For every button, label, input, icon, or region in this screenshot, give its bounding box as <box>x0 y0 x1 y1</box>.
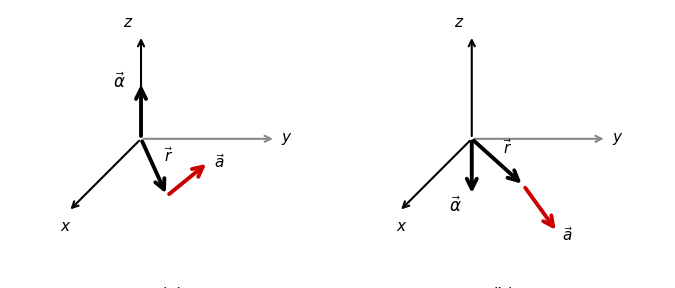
Text: $\vec{\alpha}$: $\vec{\alpha}$ <box>449 196 462 216</box>
Text: $\vec{a}$: $\vec{a}$ <box>562 226 574 244</box>
Text: (b): (b) <box>491 287 514 288</box>
Text: $z$: $z$ <box>123 15 133 30</box>
Text: (a): (a) <box>161 287 184 288</box>
Text: $\vec{r}$: $\vec{r}$ <box>164 146 173 165</box>
Text: $\vec{r}$: $\vec{r}$ <box>503 138 512 157</box>
Text: $\vec{\alpha}$: $\vec{\alpha}$ <box>113 72 126 92</box>
Text: $\vec{a}$: $\vec{a}$ <box>213 153 225 171</box>
Text: $z$: $z$ <box>454 15 464 30</box>
Text: $y$: $y$ <box>612 131 623 147</box>
Text: $y$: $y$ <box>281 131 292 147</box>
Text: $x$: $x$ <box>396 219 408 234</box>
Text: $x$: $x$ <box>60 219 72 234</box>
